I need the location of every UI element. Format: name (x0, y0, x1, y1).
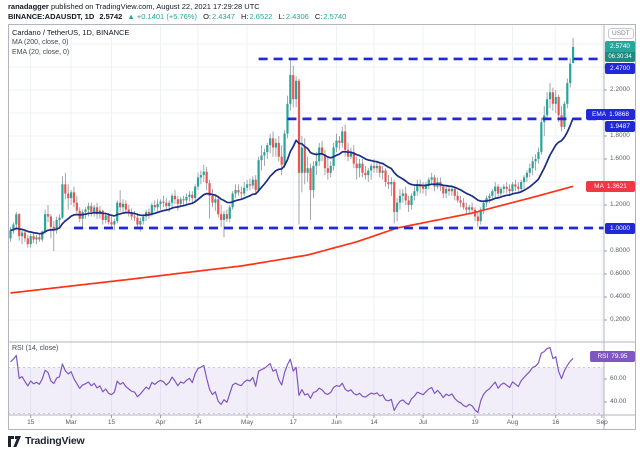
symbol-name: BINANCE:ADAUSDT, 1D (8, 12, 95, 21)
mid-level-value: 1.9487 (610, 122, 630, 130)
last-price-badge-value: 2.5740 (610, 43, 630, 51)
tradingview-logo[interactable]: TradingView (8, 435, 85, 447)
high-label: H: (241, 12, 249, 21)
rsi-tick-label: 40.00 (610, 398, 627, 405)
publish-line: ranadagger published on TradingView.com,… (8, 2, 260, 12)
time-tick-label: 14 (194, 419, 202, 426)
time-tick-label: Sep (596, 419, 608, 426)
chart-overlay: Cardano / TetherUS, 1D, BINANCE MA (200,… (8, 24, 636, 430)
price-tick-label: 0.8000 (610, 247, 630, 254)
resistance-level-badge: 2.4700 (605, 62, 635, 74)
low-label: L: (278, 12, 285, 21)
ema-badge-label: EMA (592, 111, 607, 119)
rsi-badge-label: RSI (597, 352, 609, 360)
price-change: ▲ +0.1401 (+5.76%) (127, 12, 197, 21)
legend-ema: EMA (20, close, 0) (12, 48, 70, 56)
price-tick-label: 2.2000 (610, 86, 630, 93)
time-tick-label: 15 (107, 419, 116, 426)
publish-text: published on TradingView.com, August 22,… (48, 2, 260, 11)
bar-close-countdown: 06:30:34 (605, 52, 635, 63)
price-tick-label: 1.6000 (610, 155, 630, 162)
legend-ma: MA (200, close, 0) (12, 39, 69, 46)
rsi-badge-value: 79.95 (611, 352, 628, 360)
currency-pill[interactable]: USDT (608, 28, 634, 39)
symbol-status-line: BINANCE:ADAUSDT, 1D 2.5742 ▲ +0.1401 (+5… (8, 12, 346, 22)
rsi-tick-label: 60.00 (610, 375, 627, 382)
tradingview-brand-text: TradingView (25, 435, 85, 447)
time-tick-label: Jul (418, 419, 428, 426)
last-price-badge: 2.5740 06:30:34 (605, 41, 635, 63)
time-tick-label: Jun (331, 419, 342, 426)
last-price-text: 2.5742 (99, 12, 123, 21)
rsi-line (10, 347, 574, 414)
price-tick-label: 1.2000 (610, 201, 630, 208)
time-tick-label: May (240, 419, 254, 426)
ema-20-line (10, 117, 574, 235)
open-label: O: (203, 12, 211, 21)
main-legend[interactable]: Cardano / TetherUS, 1D, BINANCE MA (200,… (12, 28, 129, 57)
time-tick-label: 19 (471, 419, 479, 426)
rsi-value-badge: RSI 79.95 (590, 350, 635, 362)
time-tick-label: 14 (370, 419, 378, 426)
price-tick-label: 1.8000 (610, 132, 630, 139)
mid-level-badge: 1.9487 (605, 120, 635, 132)
ma-badge-value: 1.3621 (606, 182, 627, 190)
chart-canvas[interactable] (8, 24, 636, 430)
author-name: ranadagger (8, 2, 49, 11)
support-level-value: 1.0000 (610, 224, 630, 232)
time-tick-label: Mar (65, 419, 77, 426)
close-label: C: (314, 12, 323, 21)
price-tick-label: 0.4000 (610, 293, 630, 300)
open-value: 2.4347 (211, 12, 235, 21)
time-tick-label: 17 (289, 419, 297, 426)
resistance-level-value: 2.4700 (610, 64, 630, 72)
price-tick-label: 0.6000 (610, 270, 630, 277)
high-value: 2.6522 (249, 12, 273, 21)
time-tick-label: 15 (27, 419, 35, 426)
candles-layer (9, 37, 575, 251)
legend-symbol: Cardano / TetherUS, 1D, BINANCE (12, 28, 130, 37)
rsi-legend[interactable]: RSI (14, close) (12, 345, 59, 352)
price-tick-label: 0.2000 (610, 316, 630, 323)
time-tick-label: Aug (506, 419, 519, 426)
chart-container[interactable]: Cardano / TetherUS, 1D, BINANCE MA (200,… (8, 24, 636, 430)
ma-200-line (10, 185, 574, 294)
ma-badge-label: MA (594, 182, 604, 190)
time-tick-label: 16 (552, 419, 560, 426)
ema-badge-value: 1.9868 (609, 111, 629, 119)
ema-value-badge: EMA 1.9868 (586, 109, 635, 121)
ma-value-badge: MA 1.3621 (586, 180, 635, 192)
time-tick-label: Apr (155, 419, 166, 426)
tradingview-logo-icon (8, 435, 21, 447)
close-value: 2.5740 (323, 12, 347, 21)
low-value: 2.4306 (285, 12, 309, 21)
support-level-badge: 1.0000 (605, 222, 635, 234)
